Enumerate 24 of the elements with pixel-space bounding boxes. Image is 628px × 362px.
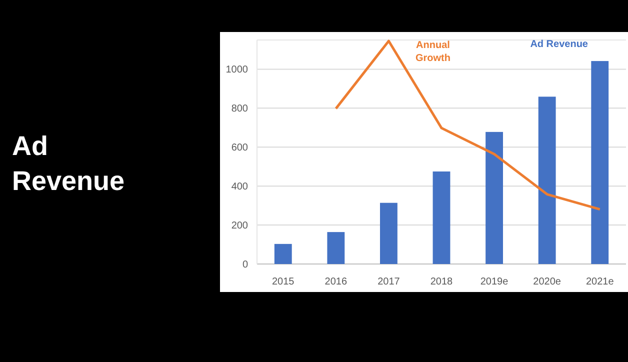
bar: [274, 244, 292, 264]
y-tick-label: 200: [231, 220, 248, 232]
line-series: [334, 40, 602, 211]
bar: [432, 171, 450, 264]
bar: [486, 132, 503, 264]
x-tick-label: 2019e: [480, 276, 509, 288]
y-tick-label: 0: [242, 260, 248, 270]
x-tick-label: 2021e: [586, 276, 614, 288]
bar: [327, 232, 345, 264]
y-tick-label: 400: [231, 182, 248, 193]
text: Ad Revenue: [12, 131, 125, 196]
x-tick-label: 2020e: [533, 276, 562, 288]
x-tick-label: 2017: [378, 276, 400, 288]
y-tick-label: 800: [231, 104, 248, 115]
x-tick-label: 2015: [272, 276, 295, 288]
x-tick-label: 2016: [324, 276, 348, 288]
y-tick-label: 1000: [226, 64, 248, 76]
bar: [380, 202, 398, 264]
bar: [591, 61, 609, 264]
y-tick-label: 600: [231, 142, 248, 154]
x-tick-label: 2018: [430, 276, 454, 288]
bar: [538, 96, 556, 264]
series-label: Ad Revenue: [530, 39, 588, 50]
series-label: Annual Growth: [416, 40, 450, 64]
